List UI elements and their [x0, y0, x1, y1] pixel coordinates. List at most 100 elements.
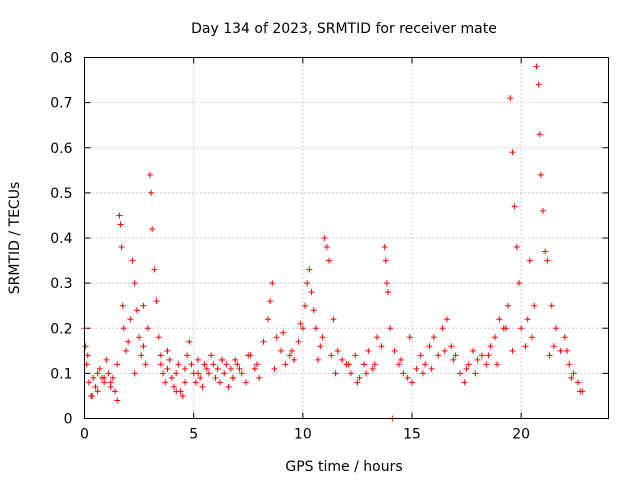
data-point [450, 356, 457, 363]
data-point [260, 338, 267, 345]
data-point [321, 235, 328, 241]
data-point [109, 374, 116, 381]
y-axis-label: SRMTID / TECUs [7, 182, 23, 295]
data-point [197, 374, 204, 381]
data-point [428, 365, 435, 372]
data-point [122, 347, 129, 354]
data-points [81, 63, 586, 422]
data-point [175, 361, 182, 368]
data-point [295, 338, 302, 345]
data-point [330, 316, 337, 323]
data-point [422, 361, 429, 368]
data-point [96, 365, 103, 372]
data-point [131, 280, 138, 287]
data-point [82, 343, 89, 350]
data-point [533, 63, 540, 70]
data-point [304, 280, 311, 287]
data-point [192, 379, 199, 386]
y-tick-label: 0.2 [50, 321, 72, 337]
data-point [131, 370, 138, 377]
data-point [461, 379, 468, 386]
data-point [352, 352, 359, 359]
y-tick-label: 0.4 [50, 231, 72, 247]
data-point [511, 203, 518, 210]
data-point [117, 221, 124, 228]
data-point [267, 298, 274, 305]
data-point [162, 379, 169, 386]
data-point [526, 257, 533, 264]
data-point [472, 370, 479, 377]
data-point [463, 365, 470, 372]
data-point [147, 171, 153, 178]
data-point [136, 334, 143, 341]
data-point [452, 352, 459, 359]
data-point [529, 334, 536, 341]
data-point [478, 352, 485, 359]
data-point [319, 334, 326, 341]
data-point [210, 361, 217, 368]
data-point [400, 370, 407, 377]
data-point [302, 302, 309, 309]
data-point [142, 361, 149, 368]
data-point [382, 257, 389, 264]
data-point [387, 325, 394, 332]
data-point [138, 352, 145, 359]
data-point [84, 352, 91, 359]
data-point [148, 189, 155, 196]
data-point [334, 347, 341, 354]
data-point [566, 361, 573, 368]
data-point [378, 343, 385, 350]
y-tick-label: 0.5 [50, 186, 72, 202]
data-point [544, 257, 551, 264]
data-point [515, 280, 522, 287]
data-point [518, 325, 525, 332]
data-point [114, 361, 121, 368]
data-point [371, 361, 378, 368]
data-point [356, 374, 363, 381]
data-point [406, 334, 413, 341]
data-point [120, 325, 127, 332]
data-point [186, 338, 193, 345]
data-point [269, 280, 276, 287]
data-point [212, 374, 219, 381]
data-point [116, 212, 123, 219]
data-point [485, 352, 492, 359]
data-point [92, 383, 99, 390]
y-tick-label: 0 [64, 412, 73, 428]
data-point [85, 379, 92, 386]
data-point [103, 356, 110, 363]
x-tick-label: 20 [512, 427, 530, 443]
x-tick-label: 10 [294, 427, 312, 443]
data-point [404, 374, 411, 381]
data-point [496, 316, 503, 323]
data-point [166, 356, 173, 363]
data-point [494, 361, 501, 368]
data-point [474, 356, 481, 363]
data-point [535, 81, 542, 88]
data-point [540, 207, 546, 214]
data-point [413, 365, 420, 372]
data-point [160, 370, 167, 377]
data-point [188, 361, 195, 368]
data-point [435, 352, 442, 359]
data-point [243, 379, 250, 386]
data-point [271, 365, 278, 372]
data-point [238, 370, 245, 377]
data-point [345, 361, 352, 368]
y-tick-label: 0.6 [50, 141, 72, 157]
data-point [441, 347, 448, 354]
data-point [129, 257, 136, 264]
data-point [531, 302, 538, 309]
data-point [308, 289, 315, 296]
y-tick-label: 0.3 [50, 276, 72, 292]
data-point [232, 356, 239, 363]
data-point [94, 388, 101, 395]
data-point [127, 316, 134, 323]
data-point [223, 361, 230, 368]
data-point [199, 383, 206, 390]
data-point [105, 370, 112, 377]
data-point [181, 379, 188, 386]
data-point [195, 356, 202, 363]
data-point [426, 343, 433, 350]
data-point [234, 361, 241, 368]
